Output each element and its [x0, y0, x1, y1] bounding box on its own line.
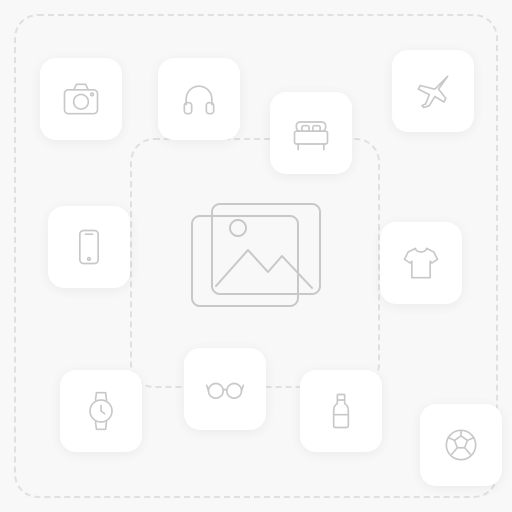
bottle-icon [319, 389, 363, 433]
airplane-icon [411, 69, 455, 113]
image-placeholder-icon [186, 198, 326, 328]
bed-icon [289, 111, 333, 155]
category-tile-camera[interactable] [40, 58, 122, 140]
smartphone-icon [67, 225, 111, 269]
category-tile-watch[interactable] [60, 370, 142, 452]
category-tile-bed[interactable] [270, 92, 352, 174]
soccerball-icon [439, 423, 483, 467]
category-tile-tshirt[interactable] [380, 222, 462, 304]
category-tile-airplane[interactable] [392, 50, 474, 132]
camera-icon [59, 77, 103, 121]
category-tile-bottle[interactable] [300, 370, 382, 452]
category-tile-glasses[interactable] [184, 348, 266, 430]
glasses-icon [203, 367, 247, 411]
tshirt-icon [399, 241, 443, 285]
watch-icon [79, 389, 123, 433]
category-tile-smartphone[interactable] [48, 206, 130, 288]
category-tile-headphones[interactable] [158, 58, 240, 140]
category-tile-soccerball[interactable] [420, 404, 502, 486]
headphones-icon [177, 77, 221, 121]
